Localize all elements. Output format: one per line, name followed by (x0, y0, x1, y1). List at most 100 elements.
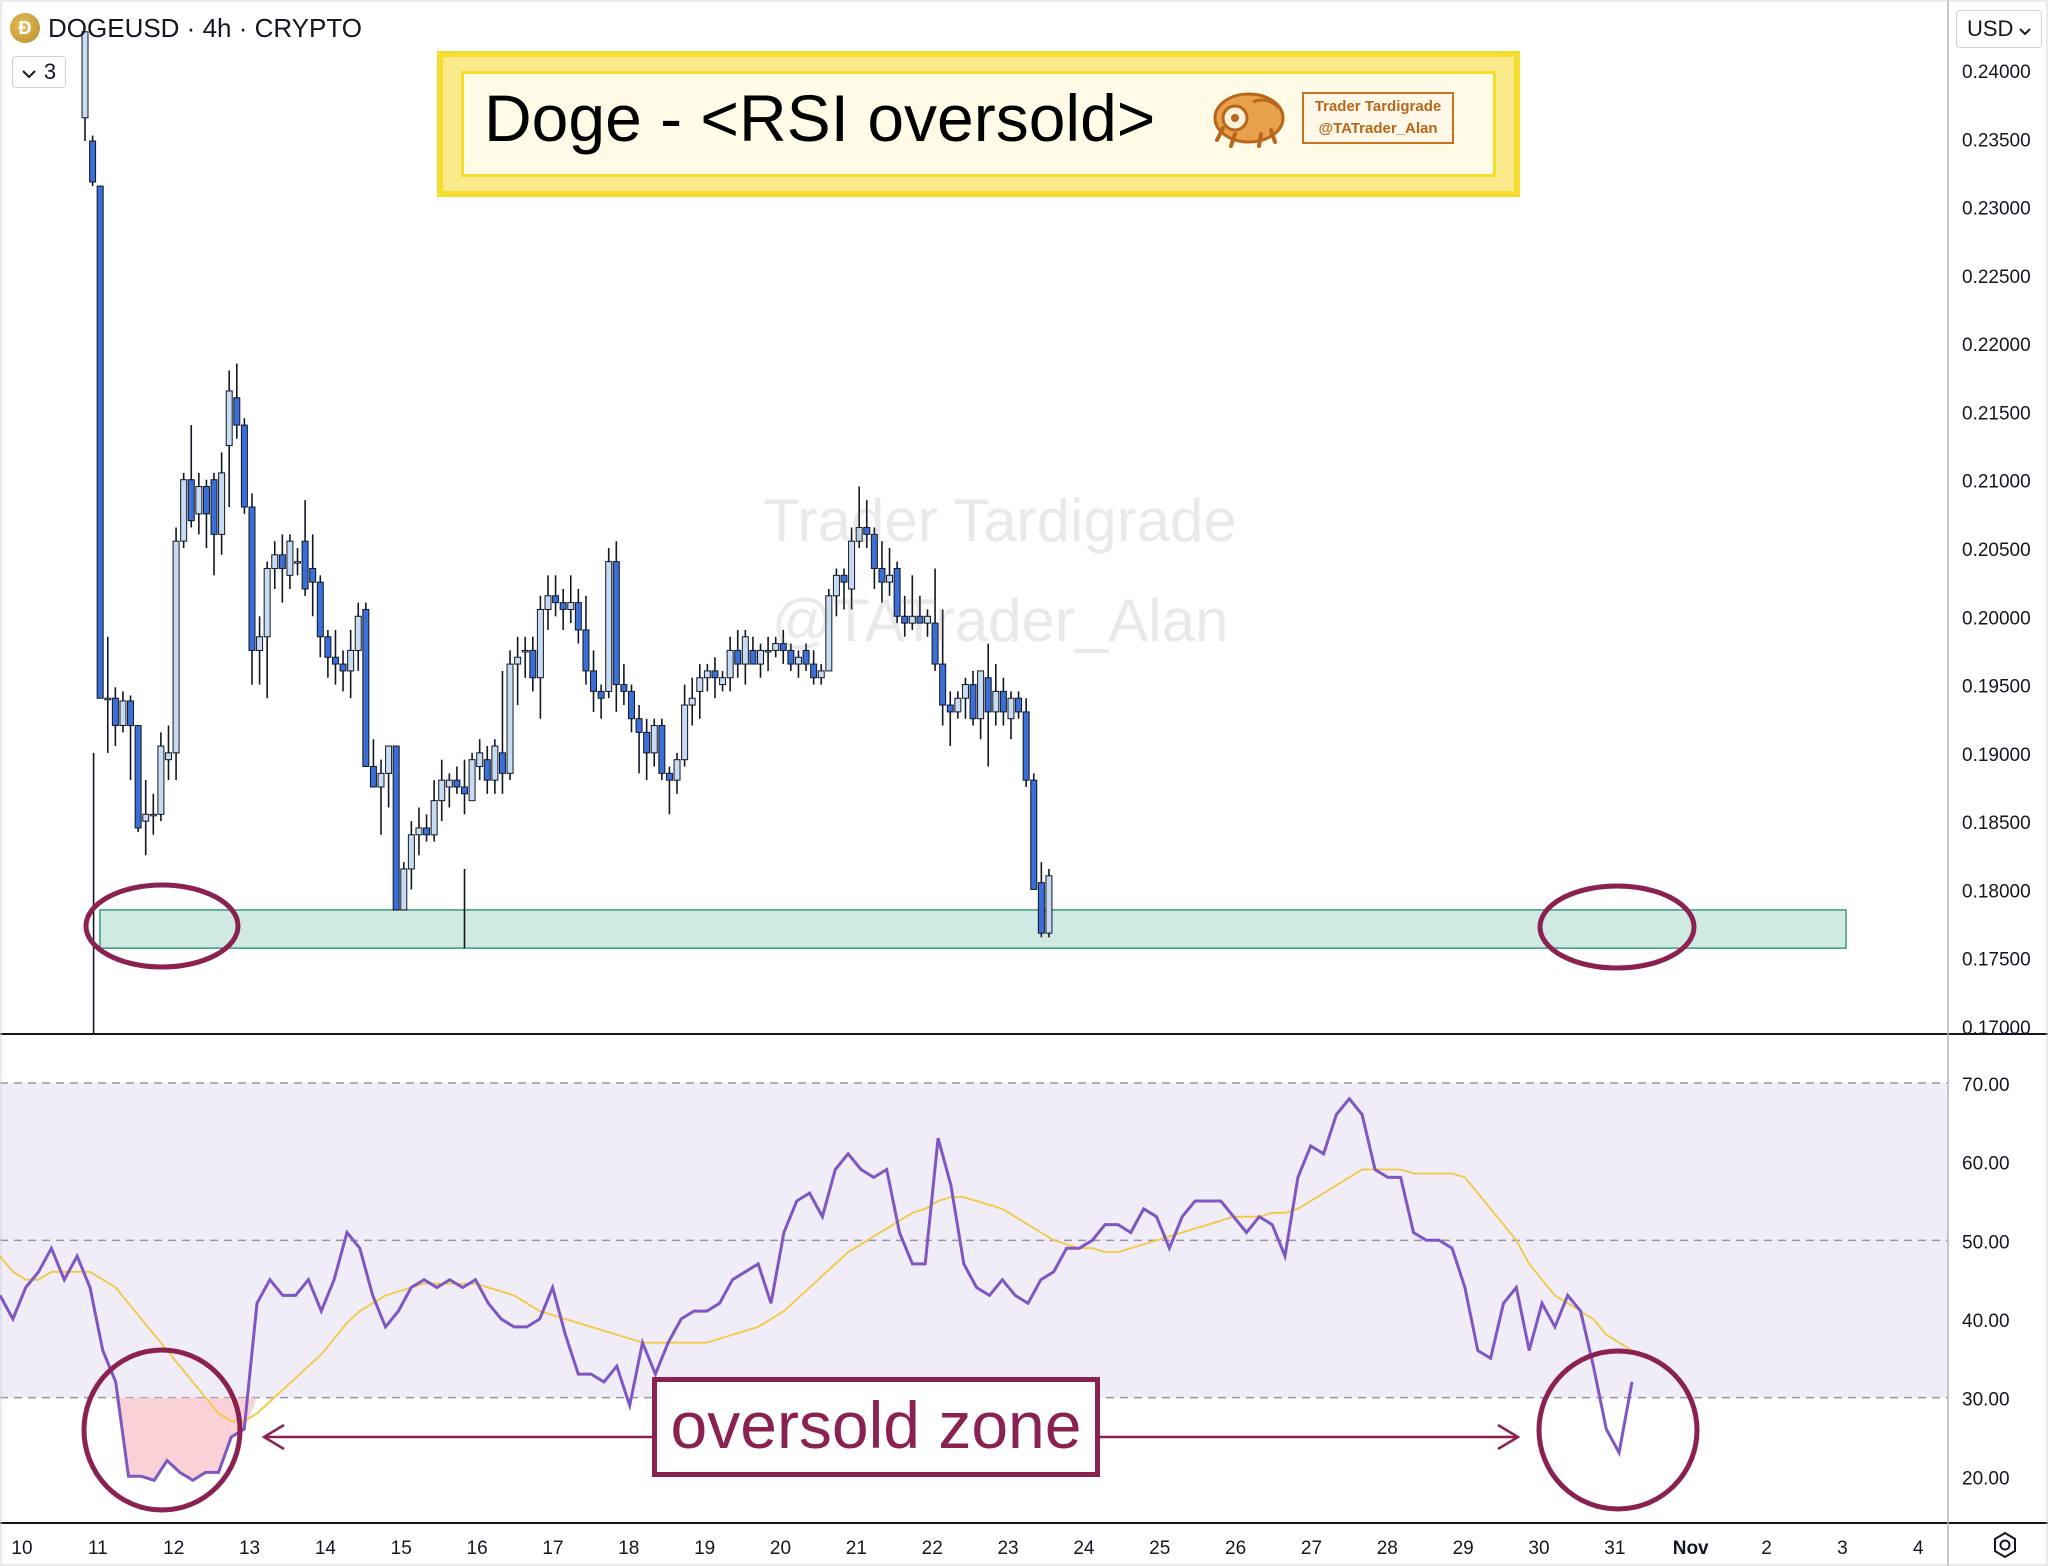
candle (164, 725, 172, 781)
candle (574, 588, 582, 644)
price-tick-label: 0.22500 (1962, 267, 2031, 288)
candle (749, 636, 757, 665)
candle (992, 664, 1000, 726)
candle (719, 670, 727, 692)
candle (590, 650, 598, 712)
candle (240, 418, 248, 514)
candle (521, 636, 529, 678)
candle (271, 541, 279, 589)
candle (878, 541, 886, 603)
arrow-left-head (261, 1423, 285, 1451)
candle (392, 745, 400, 911)
candle (802, 643, 810, 671)
candle (681, 684, 689, 767)
symbol-title[interactable]: DOGEUSD · 4h · CRYPTO (48, 12, 362, 43)
credit-line1: Trader Tardigrade (1314, 98, 1442, 115)
candle (294, 548, 302, 576)
rsi-axis: 70.00 60.00 50.00 40.00 30.00 20.00 (1962, 1075, 2010, 1489)
currency-select[interactable]: USD (1956, 10, 2042, 48)
candle (1030, 773, 1038, 890)
candle (923, 609, 931, 637)
candle (248, 493, 256, 685)
candle (665, 766, 673, 815)
price-tick-label: 0.19000 (1962, 745, 2031, 766)
candle (354, 602, 362, 671)
title-banner: Doge - <RSI oversold> Trader Tardigrade … (437, 51, 1520, 197)
candle (886, 548, 894, 596)
candle (969, 670, 977, 726)
candle (779, 629, 787, 665)
candle (764, 636, 772, 671)
candle (347, 629, 355, 699)
credit-line2: @TATrader_Alan (1318, 120, 1438, 137)
candle (567, 575, 575, 624)
candle (339, 650, 347, 692)
candle (256, 616, 264, 685)
time-tick-label: 14 (315, 1538, 337, 1559)
candle (984, 643, 992, 767)
annotations (81, 882, 1700, 1513)
candle (627, 684, 635, 733)
indicator-count: 3 (43, 59, 57, 84)
price-tick-label: 0.18500 (1962, 813, 2031, 834)
time-tick-label: 16 (467, 1538, 488, 1559)
candle (757, 643, 765, 678)
chart-settings-button[interactable] (1990, 1530, 2020, 1560)
support-circle-left (83, 882, 241, 970)
candle (506, 650, 514, 781)
time-tick-label: 22 (922, 1538, 943, 1559)
candle (931, 568, 939, 671)
time-tick-label: 12 (163, 1538, 184, 1559)
time-tick-label: 29 (1453, 1538, 1474, 1559)
rsi-lines (0, 1096, 1634, 1483)
candle (286, 534, 294, 589)
support-zone-rect (99, 909, 1847, 949)
time-tick-label: 30 (1528, 1538, 1549, 1559)
candle (817, 664, 825, 685)
watermark-line2: @TATrader_Alan (771, 587, 1229, 654)
candle (696, 664, 704, 719)
time-tick-label: 13 (239, 1538, 260, 1559)
rsi-circle-left (81, 1347, 243, 1513)
candle (172, 527, 180, 781)
candle (741, 629, 749, 685)
candle (711, 657, 719, 699)
candle (855, 486, 863, 548)
candle (331, 629, 339, 685)
candle (385, 745, 393, 808)
settings-icon (1994, 1531, 2016, 1559)
candle (643, 718, 651, 781)
candle (423, 814, 431, 842)
candle (202, 479, 210, 548)
candle (514, 636, 522, 706)
time-tick-label: 3 (1837, 1538, 1848, 1559)
collapse-indicators-button[interactable]: 3 (12, 56, 66, 88)
candle (726, 636, 734, 692)
candle (104, 636, 112, 753)
candle (210, 472, 218, 576)
candle (96, 185, 104, 699)
candle (848, 527, 856, 610)
price-tick-label: 0.20000 (1962, 608, 2031, 629)
time-tick-label: 23 (997, 1538, 1018, 1559)
chevron-down-icon (22, 59, 36, 85)
candle (620, 664, 628, 706)
candle (650, 718, 658, 767)
price-tick-label: 0.20500 (1962, 540, 2031, 561)
candle (772, 636, 780, 658)
candle (1045, 868, 1053, 938)
candle (301, 500, 309, 596)
rsi-line (0, 1096, 1634, 1483)
banner-credit: Trader Tardigrade @TATrader_Alan (1302, 92, 1454, 144)
candle (483, 746, 491, 794)
candle (946, 691, 954, 747)
candle (635, 705, 643, 774)
candle (407, 821, 415, 890)
time-tick-label: 26 (1225, 1538, 1246, 1559)
candle (529, 636, 537, 692)
candle (597, 684, 605, 719)
chevron-down-icon (2019, 16, 2031, 42)
candle (498, 670, 506, 794)
candle (1037, 862, 1045, 938)
